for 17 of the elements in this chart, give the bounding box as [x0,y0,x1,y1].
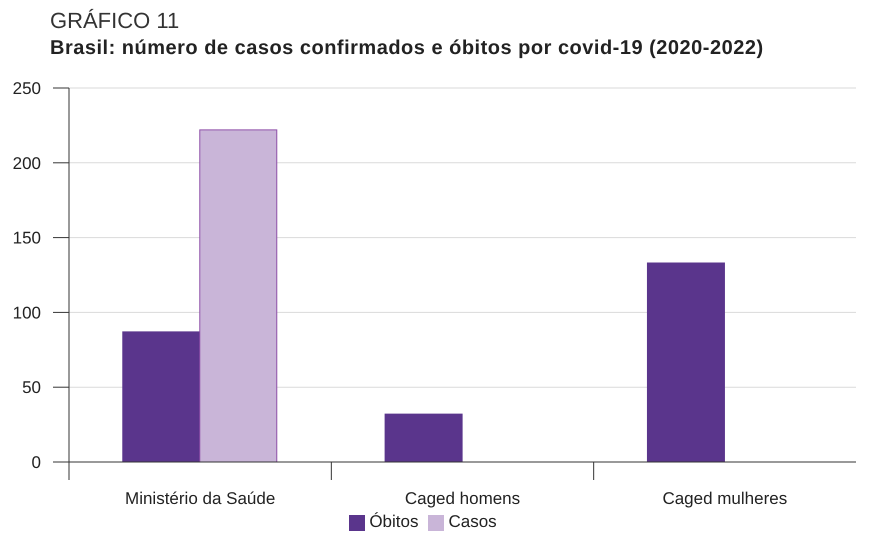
chart-subtitle: Brasil: número de casos confirmados e óbitos por covid-19 (2020-2022) [50,36,764,60]
bar [122,331,200,462]
y-tick-label: 200 [12,154,41,173]
chart-title: GRÁFICO 11 [50,8,180,34]
y-tick-label: 150 [12,228,41,248]
bar [646,262,725,462]
bar [384,414,463,462]
bar [199,129,278,462]
y-tick-label: 50 [22,378,41,398]
legend-label: Óbitos [369,512,418,531]
y-tick-label: 0 [32,453,41,472]
legend-label: Casos [448,512,497,531]
x-tick-label: Ministério da Saúde [125,489,276,508]
y-tick-label: 100 [12,303,41,322]
x-tick-label: Caged homens [404,489,520,508]
y-tick-label: 250 [12,79,41,98]
x-tick-label: Caged mulheres [662,489,788,508]
